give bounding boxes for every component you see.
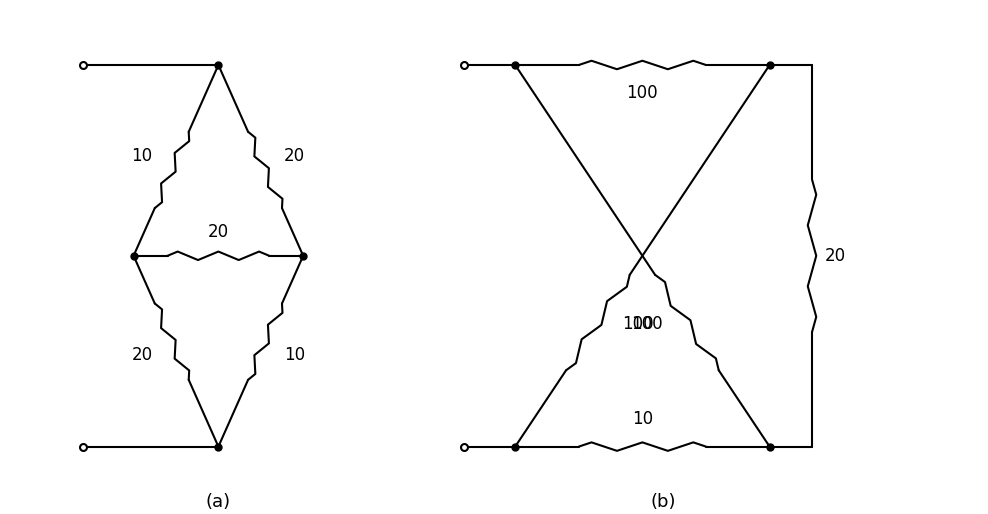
Text: 10: 10 [131, 147, 153, 165]
Text: 100: 100 [631, 316, 663, 334]
Text: 20: 20 [825, 247, 846, 265]
Text: 100: 100 [626, 84, 658, 102]
Text: 20: 20 [131, 346, 153, 364]
Text: 100: 100 [622, 316, 654, 334]
Text: 10: 10 [285, 346, 305, 364]
Text: (a): (a) [206, 493, 231, 511]
Text: 20: 20 [285, 147, 305, 165]
Text: (b): (b) [651, 493, 677, 511]
Text: 20: 20 [207, 223, 229, 241]
Text: 10: 10 [632, 410, 653, 428]
